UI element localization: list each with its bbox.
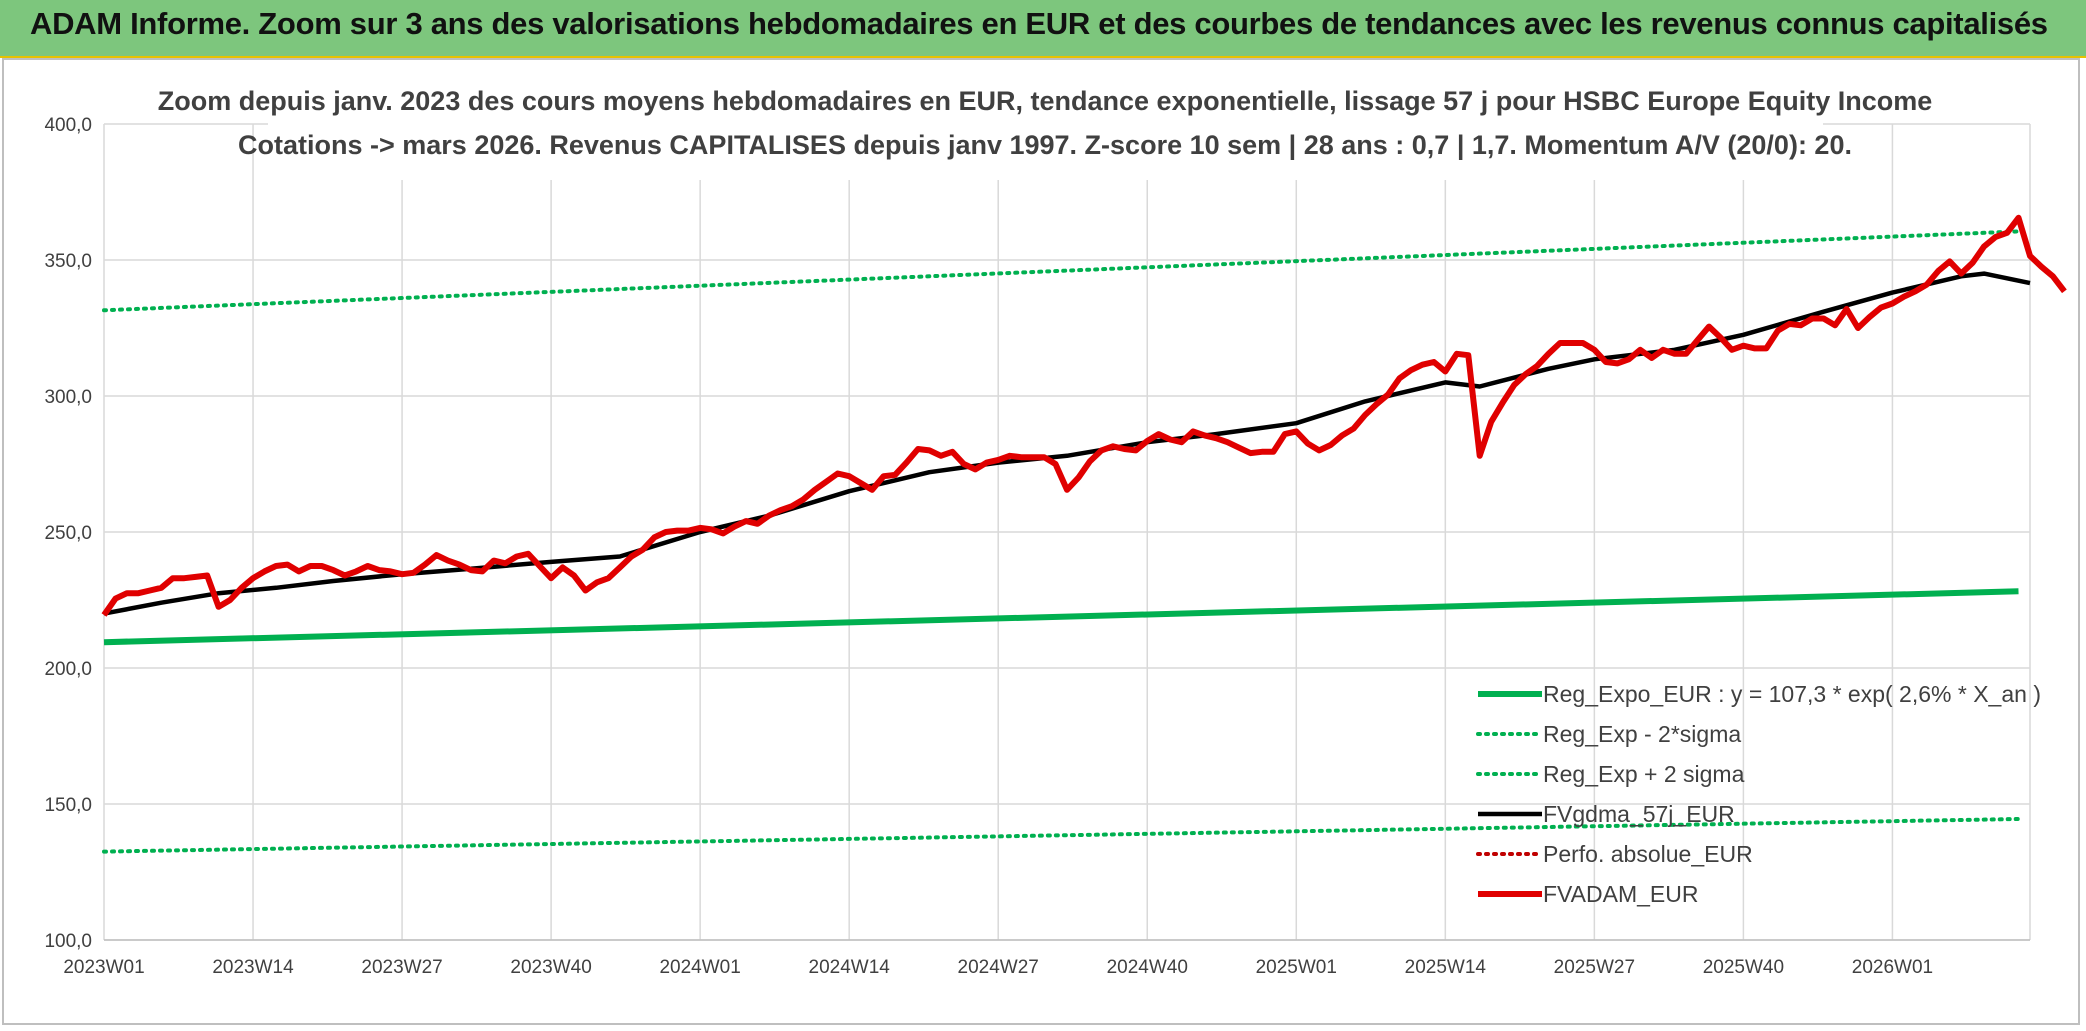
x-tick-label: 2023W14 xyxy=(212,957,294,978)
x-tick-label: 2025W14 xyxy=(1405,957,1487,978)
series-line-reg-exp-2-sigma xyxy=(102,229,2021,313)
y-tick-label: 200,0 xyxy=(44,659,92,680)
x-tick-label: 2025W01 xyxy=(1256,957,1337,978)
series-line-fvgdma-57j-eur xyxy=(103,271,2031,616)
y-tick-label: 250,0 xyxy=(44,523,92,544)
chart-title-line-2: Cotations -> mars 2026. Revenus CAPITALI… xyxy=(238,130,1852,160)
legend-label-fvadam-eur: FVADAM_EUR xyxy=(1543,881,1699,907)
series-line-fvadam-eur xyxy=(101,214,2067,617)
chart-title-background xyxy=(268,84,1823,180)
legend-label-perfo-absolue-eur: Perfo. absolue_EUR xyxy=(1543,841,1753,867)
chart-grid xyxy=(103,123,2031,941)
x-tick-label: 2024W40 xyxy=(1107,957,1188,978)
x-tick-label: 2023W27 xyxy=(361,957,442,978)
x-tick-label: 2023W40 xyxy=(510,957,591,978)
series-line-reg-exp-2-sigma xyxy=(102,817,2021,854)
x-tick-label: 2024W01 xyxy=(659,957,740,978)
x-tick-label: 2024W27 xyxy=(958,957,1039,978)
y-tick-label: 350,0 xyxy=(44,251,92,272)
x-tick-label: 2023W01 xyxy=(63,957,144,978)
x-tick-label: 2025W27 xyxy=(1554,957,1635,978)
series-line-reg-expo-eur-y-107-3-exp-2-6-x-an xyxy=(103,588,2019,646)
x-tick-label: 2025W40 xyxy=(1703,957,1784,978)
series-layer xyxy=(101,214,2067,854)
y-tick-label: 100,0 xyxy=(44,931,92,952)
legend-label-reg-exp-2-sigma: Reg_Exp + 2 sigma xyxy=(1543,761,1745,787)
y-tick-label: 300,0 xyxy=(44,387,92,408)
y-tick-label: 150,0 xyxy=(44,795,92,816)
x-tick-label: 2024W14 xyxy=(809,957,891,978)
y-axis: 100,0 150,0 200,0 250,0 300,0 350,0 400,0 xyxy=(44,115,92,952)
chart-title-line-1: Zoom depuis janv. 2023 des cours moyens … xyxy=(158,86,1933,116)
legend: Reg_Expo_EUR : y = 107,3 * exp( 2,6% * X… xyxy=(1476,681,2041,907)
legend-label-fvgdma-57j-eur: FVgdma_57j_EUR xyxy=(1543,801,1735,827)
x-axis: 2023W01 2023W14 2023W27 2023W40 2024W01 2024W… xyxy=(63,957,1933,978)
x-tick-label: 2026W01 xyxy=(1852,957,1933,978)
y-tick-label: 400,0 xyxy=(44,115,92,136)
report-title: ADAM Informe. Zoom sur 3 ans des valoris… xyxy=(30,6,2048,41)
report-header: ADAM Informe. Zoom sur 3 ans des valoris… xyxy=(0,0,2086,58)
legend-label-reg-expo-eur-y-107-3-exp-2-6-x-an: Reg_Expo_EUR : y = 107,3 * exp( 2,6% * X… xyxy=(1543,681,2041,707)
legend-label-reg-exp-2-sigma: Reg_Exp - 2*sigma xyxy=(1543,721,1741,747)
chart-frame xyxy=(2,58,2080,1025)
